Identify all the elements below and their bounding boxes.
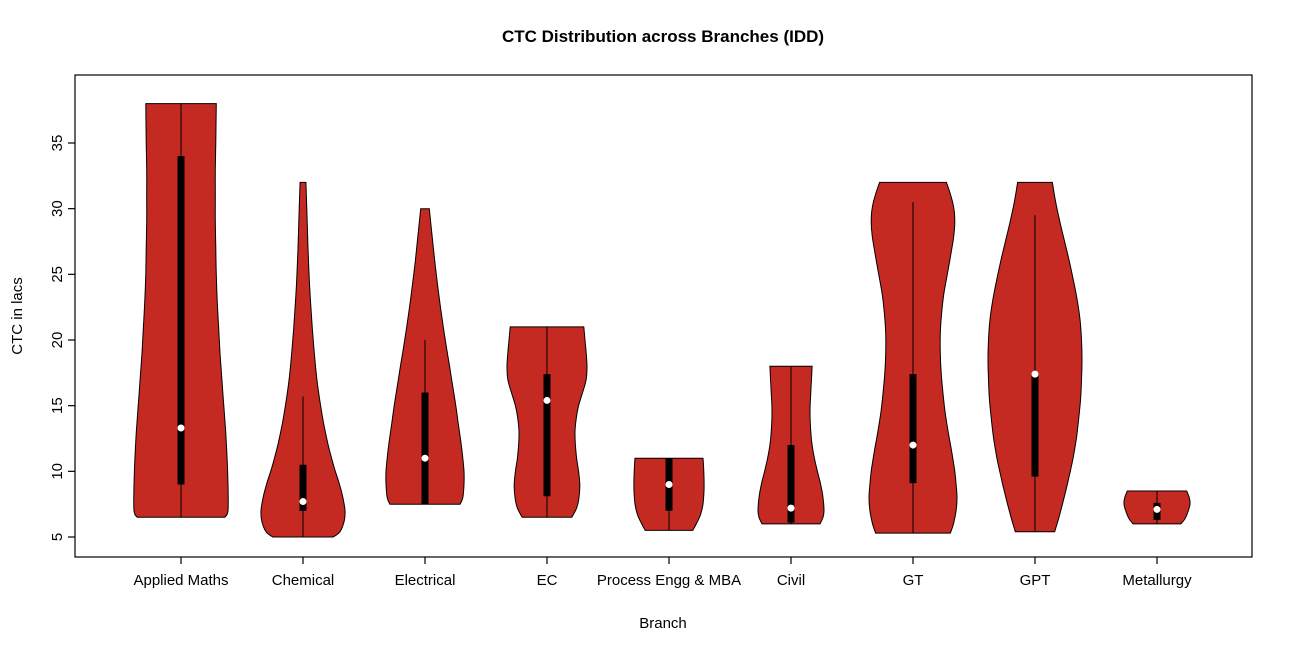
y-tick-label: 5 [49,533,66,541]
median-dot [665,480,673,488]
median-dot [909,441,917,449]
iqr-box [787,445,795,523]
iqr-box [543,374,551,497]
violin-gpt [987,181,1083,533]
median-dot [177,424,185,432]
x-tick-label: Applied Maths [133,572,228,589]
plot-area: 5 10 15 20 25 30 35 Applied Maths Chemical Electr… [49,74,1253,589]
x-tick-label: Metallurgy [1122,572,1192,589]
median-dot [1153,505,1161,513]
violin-gt [868,181,958,534]
violin-applied-maths [133,103,229,518]
violin-process-engg-mba [633,457,705,531]
x-axis-label: Branch [639,615,687,632]
x-tick-label: EC [537,572,558,589]
y-axis-label: CTC in lacs [9,277,26,355]
x-tick-label: Chemical [272,572,335,589]
violin-civil [757,365,825,525]
chart-title: CTC Distribution across Branches (IDD) [502,27,824,46]
violin-metallurgy [1123,490,1191,525]
x-tick-label: GPT [1020,572,1051,589]
y-tick-label: 20 [49,332,66,349]
plot-border [74,74,1253,558]
violin-chemical [260,181,346,538]
iqr-box [909,374,917,484]
median-dot [543,396,551,404]
median-dot [299,498,307,506]
median-dot [1031,370,1039,378]
violin-ec [506,326,588,518]
iqr-box [177,156,185,485]
y-tick-label: 25 [49,266,66,283]
violin-electrical [385,208,465,505]
x-tick-label: Civil [777,572,805,589]
iqr-box [299,464,307,511]
x-tick-label: Electrical [395,572,456,589]
x-tick-label: Process Engg & MBA [597,572,741,589]
y-tick-label: 15 [49,397,66,414]
median-dot [421,454,429,462]
x-tick-label: GT [903,572,924,589]
y-tick-label: 35 [49,135,66,152]
iqr-box [1031,372,1039,477]
y-tick-label: 10 [49,463,66,480]
violin-shape [260,181,346,538]
median-dot [787,504,795,512]
iqr-box [421,392,429,505]
y-tick-label: 30 [49,200,66,217]
